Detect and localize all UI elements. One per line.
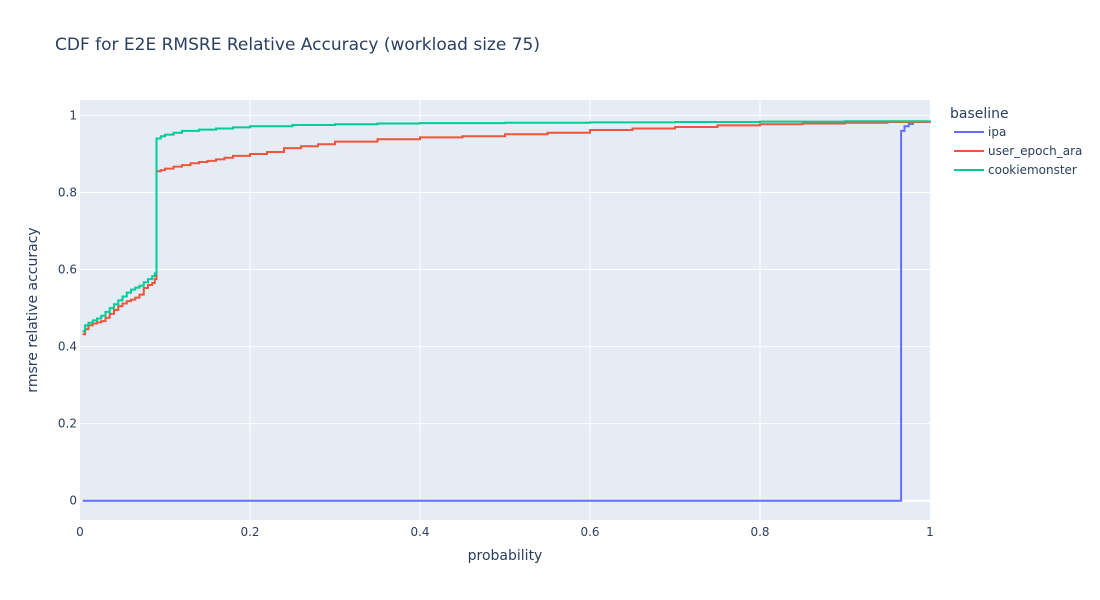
series-line-cookiemonster [82, 120, 931, 333]
legend-item-cookiemonster[interactable]: cookiemonster [954, 163, 1077, 177]
series-line-user-epoch-ara [82, 120, 931, 336]
grid-lines [80, 100, 930, 520]
chart-title: CDF for E2E RMSRE Relative Accuracy (wor… [55, 35, 540, 55]
legend-item-user-epoch-ara[interactable]: user_epoch_ara [954, 144, 1082, 158]
y-tick-label: 0.2 [58, 417, 77, 431]
x-tick-label: 0.2 [240, 525, 259, 539]
x-tick-label: 1 [926, 525, 934, 539]
legend[interactable]: baseline ipa user_epoch_ara cookiemonster [950, 106, 1082, 177]
y-tick-label: 0.4 [58, 340, 77, 354]
x-tick-label: 0.8 [750, 525, 769, 539]
legend-label: user_epoch_ara [988, 144, 1082, 158]
y-tick-label: 0.8 [58, 185, 77, 199]
x-tick-label: 0.6 [580, 525, 599, 539]
y-axis-title: rmsre relative accuracy [25, 227, 41, 392]
legend-title: baseline [950, 106, 1009, 122]
y-tick-label: 1 [69, 108, 77, 122]
x-tick-label: 0 [76, 525, 84, 539]
x-axis-title: probability [468, 548, 543, 564]
legend-label: ipa [988, 125, 1006, 139]
legend-item-ipa[interactable]: ipa [954, 125, 1006, 139]
tick-labels: 0 0.2 0.4 0.6 0.8 1 0 0.2 0.4 0.6 0.8 1 [58, 108, 934, 539]
x-tick-label: 0.4 [410, 525, 429, 539]
plot-area [80, 100, 930, 520]
series-lines [82, 120, 931, 502]
legend-label: cookiemonster [988, 163, 1077, 177]
y-tick-label: 0 [69, 494, 77, 508]
y-tick-label: 0.6 [58, 263, 77, 277]
